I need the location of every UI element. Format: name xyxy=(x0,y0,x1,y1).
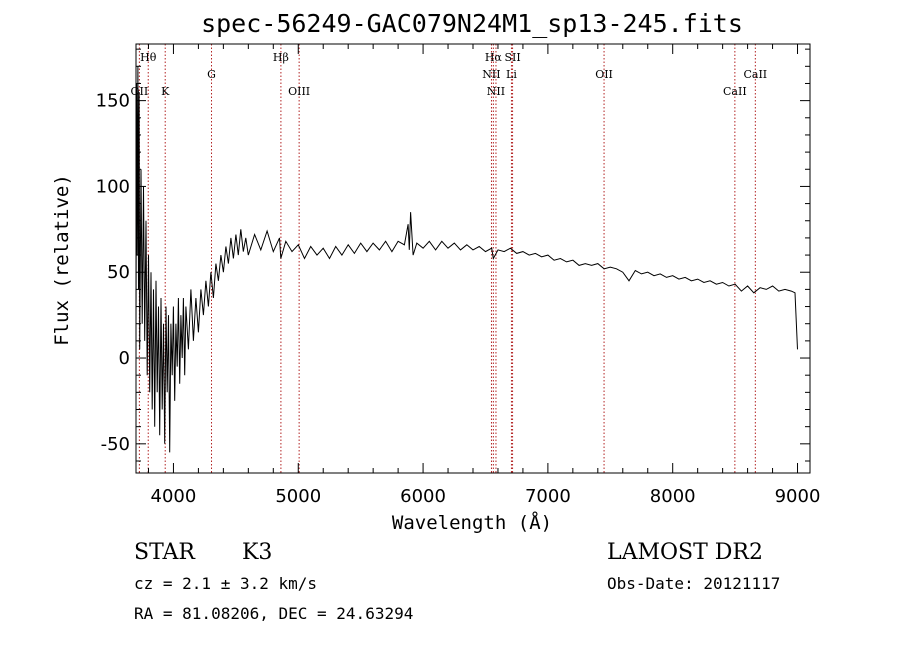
line-marker-label: CaII xyxy=(723,85,747,98)
line-marker-label: Li xyxy=(506,68,517,81)
spectrum-line xyxy=(135,66,798,453)
y-axis-ticks: -50 0 50 100 150 xyxy=(96,48,810,462)
redshift-cz: cz = 2.1 ± 3.2 km/s xyxy=(134,574,317,593)
line-marker-label: Hθ xyxy=(140,51,157,64)
x-axis-label: Wavelength (Å) xyxy=(392,511,552,534)
line-marker-label: CaII xyxy=(743,68,767,81)
emission-line-labels: Hθ OII K G Hβ OIII Hα NII NII SII Li OII CaII CaII xyxy=(131,51,768,98)
x-tick-label: 5000 xyxy=(275,486,321,507)
line-marker-label: NII xyxy=(487,85,505,98)
line-marker-label: K xyxy=(161,85,170,98)
y-tick-label: 100 xyxy=(96,176,130,197)
line-marker-label: OII xyxy=(595,68,613,81)
plot-frame xyxy=(135,43,811,474)
observation-date: Obs-Date: 20121117 xyxy=(607,574,780,593)
line-marker-label: G xyxy=(207,68,216,81)
y-tick-label: 0 xyxy=(119,348,130,369)
x-tick-label: 7000 xyxy=(525,486,571,507)
y-axis-label: Flux (relative) xyxy=(51,174,73,346)
line-marker-label: OII xyxy=(131,85,149,98)
line-marker-label: Hβ xyxy=(273,51,289,64)
line-marker-label: SII xyxy=(504,51,520,64)
y-tick-label: 50 xyxy=(107,262,130,283)
y-tick-label: 150 xyxy=(96,91,130,112)
x-tick-label: 8000 xyxy=(650,486,696,507)
line-marker-label: NII xyxy=(482,68,500,81)
chart-title: spec-56249-GAC079N24M1_sp13-245.fits xyxy=(201,9,743,38)
object-class: STAR xyxy=(134,540,196,565)
survey-name: LAMOST DR2 xyxy=(607,540,763,565)
coordinates: RA = 81.08206, DEC = 24.63294 xyxy=(134,604,413,623)
object-subclass: K3 xyxy=(242,540,272,565)
x-tick-label: 4000 xyxy=(151,486,197,507)
x-tick-label: 9000 xyxy=(775,486,821,507)
line-marker-label: OIII xyxy=(288,85,310,98)
emission-line-markers xyxy=(138,44,756,473)
x-axis-ticks: 4000 5000 6000 7000 8000 9000 xyxy=(147,44,821,507)
line-marker-label: Hα xyxy=(485,51,503,64)
x-tick-label: 6000 xyxy=(400,486,446,507)
y-tick-label: -50 xyxy=(101,434,130,455)
